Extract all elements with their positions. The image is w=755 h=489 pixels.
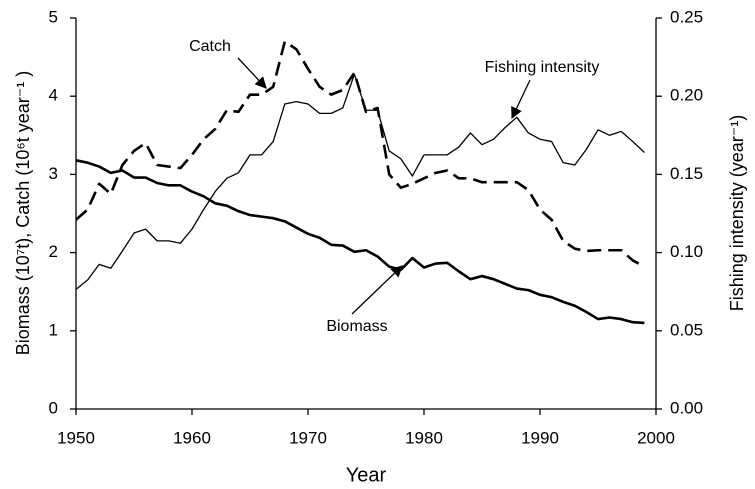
x-tick-label: 1970: [289, 428, 327, 447]
y-axis-label: Biomass (10⁷t), Catch (10⁶t year⁻¹ ): [13, 71, 33, 356]
y-tick-label: 2: [49, 242, 58, 261]
y-tick-label: 4: [49, 86, 58, 105]
y2-tick-label: 0.20: [670, 86, 703, 105]
series-annotation: Catch: [189, 38, 231, 55]
y2-tick-label: 0.15: [670, 164, 703, 183]
series-line: [75, 73, 645, 290]
series-line: [75, 159, 645, 325]
y2-tick-label: 0.10: [670, 242, 703, 261]
x-tick-label: 1990: [521, 428, 559, 447]
series-annotation: Biomass: [326, 318, 387, 335]
x-tick-label: 1980: [405, 428, 443, 447]
series-annotation: Fishing intensity: [485, 59, 600, 76]
annotation-arrow: [511, 79, 531, 120]
x-tick-label: 2000: [637, 428, 675, 447]
y-tick-label: 1: [49, 320, 58, 339]
y2-tick-label: 0.00: [670, 398, 703, 417]
annotation-arrow: [237, 57, 267, 89]
x-axis-label: Year: [346, 464, 387, 486]
y-tick-label: 3: [49, 164, 58, 183]
y-tick-label: 0: [49, 398, 58, 417]
y2-axis-label: Fishing intensity (year⁻¹): [727, 115, 747, 312]
y2-tick-label: 0.25: [670, 7, 703, 26]
annotation-arrow: [351, 265, 403, 315]
x-tick-label: 1960: [173, 428, 211, 447]
x-tick-label: 1950: [57, 428, 95, 447]
y-tick-label: 5: [49, 7, 58, 26]
y2-tick-label: 0.05: [670, 320, 703, 339]
